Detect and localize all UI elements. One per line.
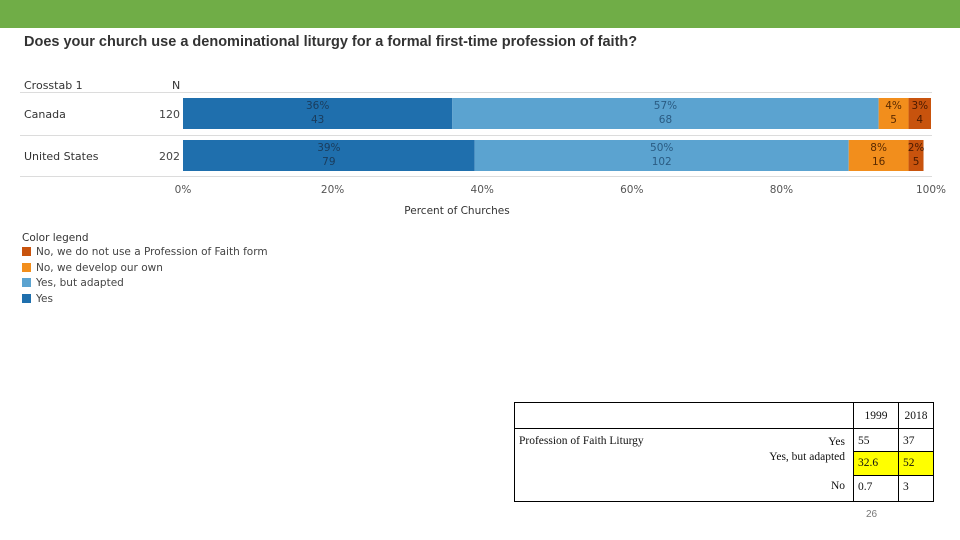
- x-tick-label: 40%: [471, 184, 494, 196]
- x-tick-label: 60%: [620, 184, 643, 196]
- legend-item: Yes: [22, 293, 53, 305]
- comparison-table: 1999 2018 Profession of Faith Liturgy Ye…: [514, 402, 934, 502]
- bar-canada-yes: [183, 98, 453, 129]
- data-label-count: 102: [652, 156, 672, 168]
- legend-label: No, we do not use a Profession of Faith …: [36, 246, 268, 258]
- data-label-count: 16: [872, 156, 886, 168]
- data-label-count: 43: [311, 114, 324, 126]
- bar-united-states-no-we-do-not-use-a-profession-of-faith-form: [908, 140, 924, 171]
- n-value-united-states: 202: [159, 150, 180, 163]
- x-tick-label: 100%: [916, 184, 946, 196]
- n-header: N: [172, 79, 181, 92]
- category-label-united-states: United States: [24, 150, 99, 163]
- table-cell-yes-1999: 55: [854, 429, 898, 452]
- legend-label: Yes, but adapted: [36, 277, 124, 289]
- page-number: 26: [866, 509, 878, 520]
- table-row-label: Profession of Faith Liturgy: [514, 428, 750, 502]
- table-cell-yes-2018: 37: [899, 429, 933, 452]
- table-col-1999: 55 32.6 0.7: [853, 428, 899, 502]
- table-year-2018: 2018: [898, 402, 934, 429]
- legend-swatch: [22, 247, 31, 256]
- data-label-percent: 57%: [654, 100, 677, 112]
- table-cell-adapted-1999: 32.6: [854, 452, 898, 476]
- data-label-count: 68: [659, 114, 672, 126]
- legend-swatch: [22, 262, 31, 272]
- table-header-blank: [514, 402, 750, 429]
- legend-label: No, we develop our own: [36, 261, 163, 274]
- table-cell-no-2018: 3: [903, 481, 909, 493]
- table-header-blank-2: [750, 402, 854, 429]
- bar-united-states-yes: [183, 140, 475, 171]
- chart-title: Does your church use a denominational li…: [24, 34, 638, 50]
- bar-united-states-yes-but-adapted: [474, 140, 849, 171]
- x-tick-label: 80%: [770, 184, 793, 196]
- data-label-percent: 2%: [908, 142, 925, 154]
- row-divider: [20, 135, 932, 136]
- legend-item: No, we do not use a Profession of Faith …: [22, 246, 268, 258]
- table-category-no: No: [830, 480, 845, 492]
- data-label-percent: 36%: [306, 100, 329, 112]
- bar-canada-no-we-develop-our-own: [878, 98, 909, 129]
- x-tick-label: 20%: [321, 184, 344, 196]
- category-label-canada: Canada: [24, 108, 66, 121]
- data-label-percent: 8%: [870, 142, 887, 154]
- top-accent-bar: [0, 0, 960, 28]
- table-category-yes: Yes: [828, 436, 845, 448]
- n-value-canada: 120: [159, 108, 180, 121]
- table-cell-adapted-2018: 52: [899, 452, 933, 476]
- data-label-count: 4: [916, 114, 923, 126]
- table-category-names: Yes Yes, but adapted No: [750, 428, 854, 502]
- table-cell-no-1999: 0.7: [858, 481, 873, 493]
- legend-swatch: [22, 278, 31, 287]
- bar-united-states-no-we-develop-our-own: [848, 140, 909, 171]
- legend-label: Yes: [36, 292, 53, 305]
- header-divider: [20, 92, 932, 93]
- table-col-2018: 37 52 3: [898, 428, 934, 502]
- chart-panel: [20, 30, 932, 360]
- legend-item: No, we develop our own: [22, 262, 163, 274]
- data-label-percent: 39%: [317, 142, 340, 154]
- crosstab-header: Crosstab 1: [24, 79, 83, 92]
- data-label-percent: 50%: [650, 142, 673, 154]
- data-label-percent: 3%: [911, 100, 928, 112]
- data-label-count: 5: [913, 156, 920, 168]
- x-axis-label: Percent of Churches: [404, 205, 509, 217]
- bar-canada-no-we-do-not-use-a-profession-of-faith-form: [908, 98, 931, 129]
- data-label-count: 5: [890, 114, 897, 126]
- legend-title: Color legend: [22, 232, 89, 244]
- bar-canada-yes-but-adapted: [452, 98, 879, 129]
- x-tick-label: 0%: [175, 184, 192, 196]
- table-year-1999: 1999: [853, 402, 899, 429]
- table-category-yes-adapted: Yes, but adapted: [769, 451, 845, 463]
- data-label-count: 79: [322, 156, 335, 168]
- chart-bottom-divider: [20, 176, 932, 177]
- legend-swatch: [22, 293, 31, 303]
- data-label-percent: 4%: [885, 100, 902, 112]
- legend-item: Yes, but adapted: [22, 277, 124, 289]
